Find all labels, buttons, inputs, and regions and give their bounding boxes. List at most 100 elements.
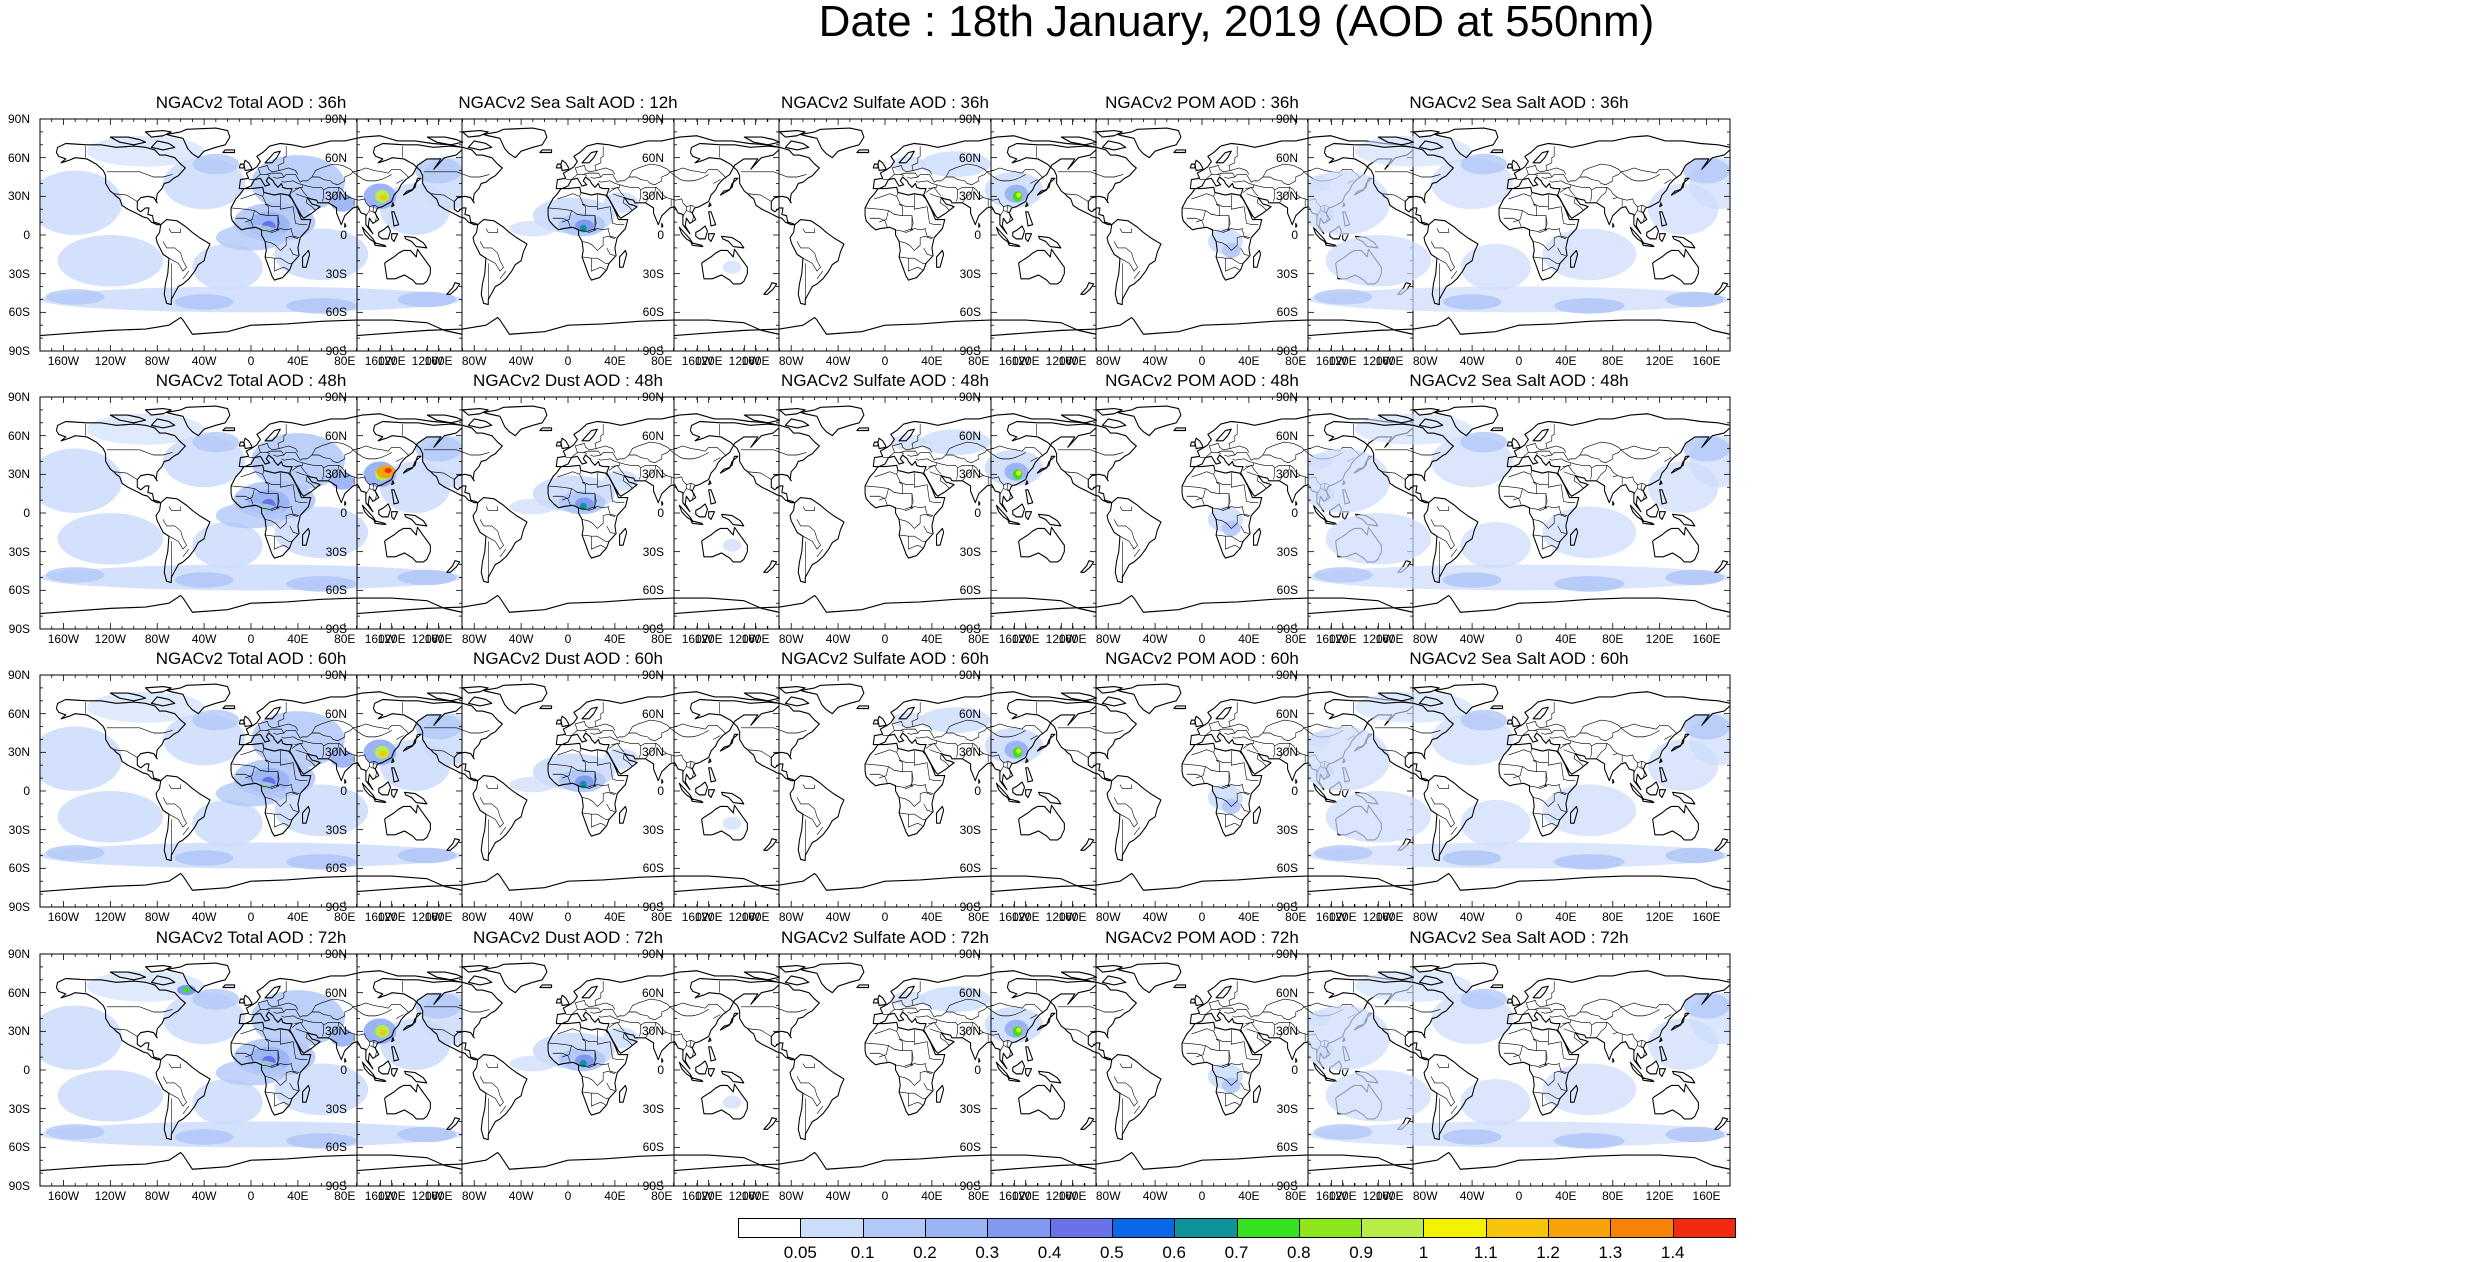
- lat-tick-label: 30S: [959, 266, 981, 281]
- lon-tick-label: 120E: [694, 910, 723, 924]
- aod-field-shading: [509, 220, 557, 237]
- lat-tick-label: 0: [23, 228, 30, 242]
- lat-tick-label: 30N: [958, 467, 981, 482]
- lon-tick-label: 40W: [825, 910, 851, 924]
- lat-tick-label: 90N: [641, 390, 664, 404]
- lat-tick-label: 60N: [7, 985, 30, 1000]
- aod-field-shading: [920, 151, 991, 177]
- lon-tick-label: 160E: [1375, 632, 1404, 646]
- aod-field-shading: [920, 986, 991, 1012]
- lon-tick-label: 160E: [1692, 354, 1721, 368]
- lon-tick-label: 160E: [741, 354, 770, 368]
- lat-tick-label: 30S: [1276, 544, 1298, 559]
- lat-tick-label: 60S: [325, 305, 347, 320]
- map-plot: [1307, 953, 1731, 1187]
- aod-field-shading: [603, 748, 639, 770]
- lon-tick-label: 120E: [1328, 910, 1357, 924]
- lon-tick-label: 80E: [334, 354, 356, 368]
- lat-tick-label: 30S: [959, 544, 981, 559]
- lat-tick-label: 0: [657, 784, 664, 798]
- lat-tick-label: 90N: [324, 112, 347, 126]
- lat-tick-label: 30S: [642, 822, 664, 837]
- lat-tick-label: 30S: [642, 544, 664, 559]
- colorbar-label: 0.2: [913, 1243, 937, 1262]
- map-panel: NGACv2 Sulfate AOD : 48h 90N 60N 30N 0 30S 60S…: [634, 372, 1128, 650]
- lat-tick-label: 30N: [1275, 745, 1298, 760]
- lat-tick-label: 30N: [1275, 189, 1298, 204]
- lat-tick-label: 30S: [325, 1101, 347, 1116]
- lat-tick-label: 90N: [324, 390, 347, 404]
- lon-tick-label: 160W: [998, 632, 1031, 646]
- lon-tick-label: 120W: [728, 1189, 760, 1203]
- aod-field-shading: [1542, 228, 1637, 281]
- lon-tick-label: 120W: [411, 910, 443, 924]
- aod-field-shading: [40, 726, 123, 791]
- aod-field-shading: [192, 244, 263, 291]
- lat-tick-label: 30S: [8, 1101, 30, 1116]
- lon-tick-label: 0: [1198, 1189, 1206, 1203]
- lon-tick-label: 160W: [1315, 632, 1348, 646]
- lon-tick-label: 120W: [1045, 354, 1077, 368]
- aod-field-shading: [192, 800, 263, 847]
- lat-tick-label: 60N: [1275, 428, 1298, 443]
- lat-tick-label: 0: [340, 784, 347, 798]
- lon-tick-label: 40E: [921, 1189, 943, 1203]
- lon-tick-label: 40E: [1555, 1189, 1577, 1203]
- aod-field-shading: [384, 467, 392, 474]
- page-title: Date : 18th January, 2019 (AOD at 550nm): [818, 0, 1655, 46]
- map-panel: NGACv2 Dust AOD : 48h 90N 60N 30N 0 30S 60S 90S…: [317, 372, 811, 650]
- lon-tick-label: 40E: [1238, 1189, 1260, 1203]
- lat-tick-label: 60N: [324, 706, 347, 721]
- colorbar-swatch: [1610, 1218, 1674, 1238]
- aod-field-shading: [1647, 461, 1719, 513]
- lon-tick-label: 120E: [694, 1189, 723, 1203]
- lon-tick-label: 40W: [191, 1189, 217, 1203]
- lon-tick-label: 0: [1515, 1189, 1523, 1203]
- lon-tick-label: 80W: [1412, 1189, 1438, 1203]
- lat-tick-label: 0: [23, 1063, 30, 1077]
- aod-field-shading: [1325, 513, 1432, 565]
- lon-tick-label: 120W: [728, 910, 760, 924]
- aod-field-shading: [890, 712, 927, 728]
- lat-tick-label: 30S: [1276, 1101, 1298, 1116]
- lat-tick-label: 90N: [958, 390, 981, 404]
- lat-tick-label: 90S: [642, 622, 664, 636]
- colorbar-swatch: [1361, 1218, 1425, 1238]
- colorbar-swatch: [1672, 1218, 1736, 1238]
- aod-field-shading: [397, 569, 457, 586]
- colorbar-label: 1: [1418, 1243, 1429, 1262]
- lat-tick-label: 0: [974, 784, 981, 798]
- aod-field-shading: [1460, 244, 1531, 291]
- lon-tick-label: 160E: [1692, 910, 1721, 924]
- lat-tick-label: 0: [657, 1063, 664, 1077]
- lon-tick-label: 0: [247, 910, 255, 924]
- lon-tick-label: 120E: [1645, 910, 1674, 924]
- lat-tick-label: 60N: [1275, 706, 1298, 721]
- aod-field-shading: [379, 1030, 387, 1036]
- panel-title: NGACv2 Sulfate AOD : 36h: [781, 93, 989, 112]
- lat-tick-label: 90N: [641, 112, 664, 126]
- lat-tick-label: 60S: [959, 861, 981, 876]
- lon-tick-label: 80E: [1285, 1189, 1307, 1203]
- aod-field-shading: [1665, 569, 1725, 586]
- lat-tick-label: 90N: [1275, 112, 1298, 126]
- map-plot: [356, 396, 780, 630]
- panel-title: NGACv2 Sea Salt AOD : 60h: [1409, 649, 1629, 668]
- lon-tick-label: 80E: [334, 910, 356, 924]
- aod-field-shading: [379, 195, 387, 201]
- lon-tick-label: 80E: [968, 1189, 990, 1203]
- aod-field-shading: [1542, 784, 1637, 837]
- aod-field-shading: [40, 170, 123, 235]
- lat-tick-label: 60N: [641, 985, 664, 1000]
- lat-tick-label: 60S: [642, 861, 664, 876]
- lon-tick-label: 80E: [651, 354, 673, 368]
- lon-tick-label: 40W: [191, 910, 217, 924]
- colorbar-label: 0.9: [1349, 1243, 1373, 1262]
- lon-tick-label: 80W: [1095, 910, 1121, 924]
- lon-tick-label: 80W: [778, 632, 804, 646]
- lat-tick-label: 90N: [958, 668, 981, 682]
- lat-tick-label: 60S: [959, 1140, 981, 1155]
- lon-tick-label: 40W: [191, 632, 217, 646]
- aod-field-shading: [286, 1133, 357, 1149]
- lon-tick-label: 160W: [998, 354, 1031, 368]
